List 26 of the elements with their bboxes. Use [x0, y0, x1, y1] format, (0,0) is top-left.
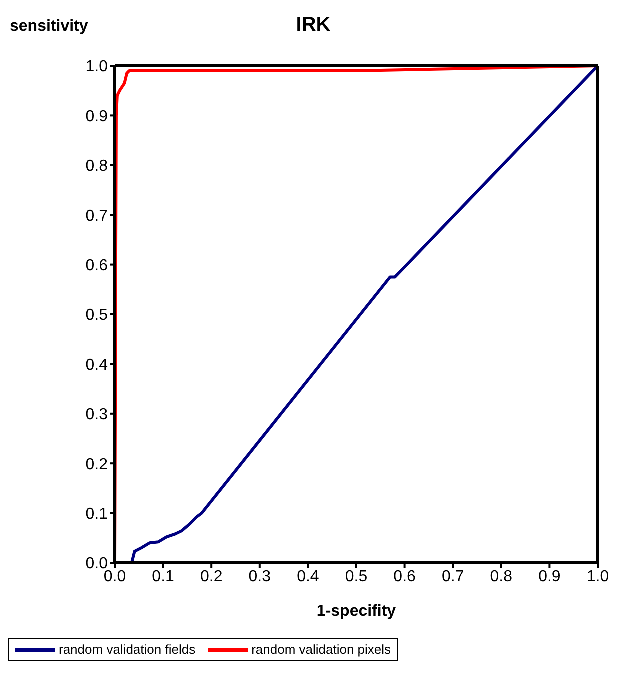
- x-tick-label: 0.8: [490, 568, 513, 586]
- chart-title: IRK: [296, 14, 331, 36]
- legend-label: random validation fields: [59, 642, 196, 657]
- y-tick-label: 1.0: [86, 58, 108, 76]
- x-tick-label: 0.3: [248, 568, 272, 586]
- y-axis-title: sensitivity: [10, 18, 88, 36]
- x-tick-label: 0.6: [394, 568, 416, 586]
- x-tick-label: 0.7: [442, 568, 464, 586]
- y-tick-label: 0.9: [86, 108, 108, 126]
- x-tick-label: 0.5: [345, 568, 368, 586]
- x-tick-label: 0.4: [297, 568, 320, 586]
- legend-label: random validation pixels: [252, 642, 392, 657]
- x-tick-label: 0.0: [104, 568, 126, 586]
- x-tick-label: 0.2: [200, 568, 223, 586]
- y-tick-label: 0.6: [86, 257, 108, 274]
- x-axis-title: 1-specifity: [316, 603, 396, 620]
- y-tick-label: 0.8: [86, 158, 108, 176]
- y-tick-label: 0.5: [86, 307, 108, 324]
- y-tick-label: 0.2: [86, 456, 108, 474]
- y-tick-label: 0.7: [86, 208, 108, 225]
- x-tick-label: 1.0: [586, 568, 610, 586]
- y-tick-label: 0.1: [86, 506, 108, 523]
- y-tick-label: 0.3: [86, 406, 108, 424]
- x-tick-label: 0.1: [152, 568, 175, 586]
- x-tick-label: 0.9: [538, 568, 561, 586]
- y-tick-label: 0.4: [86, 356, 108, 374]
